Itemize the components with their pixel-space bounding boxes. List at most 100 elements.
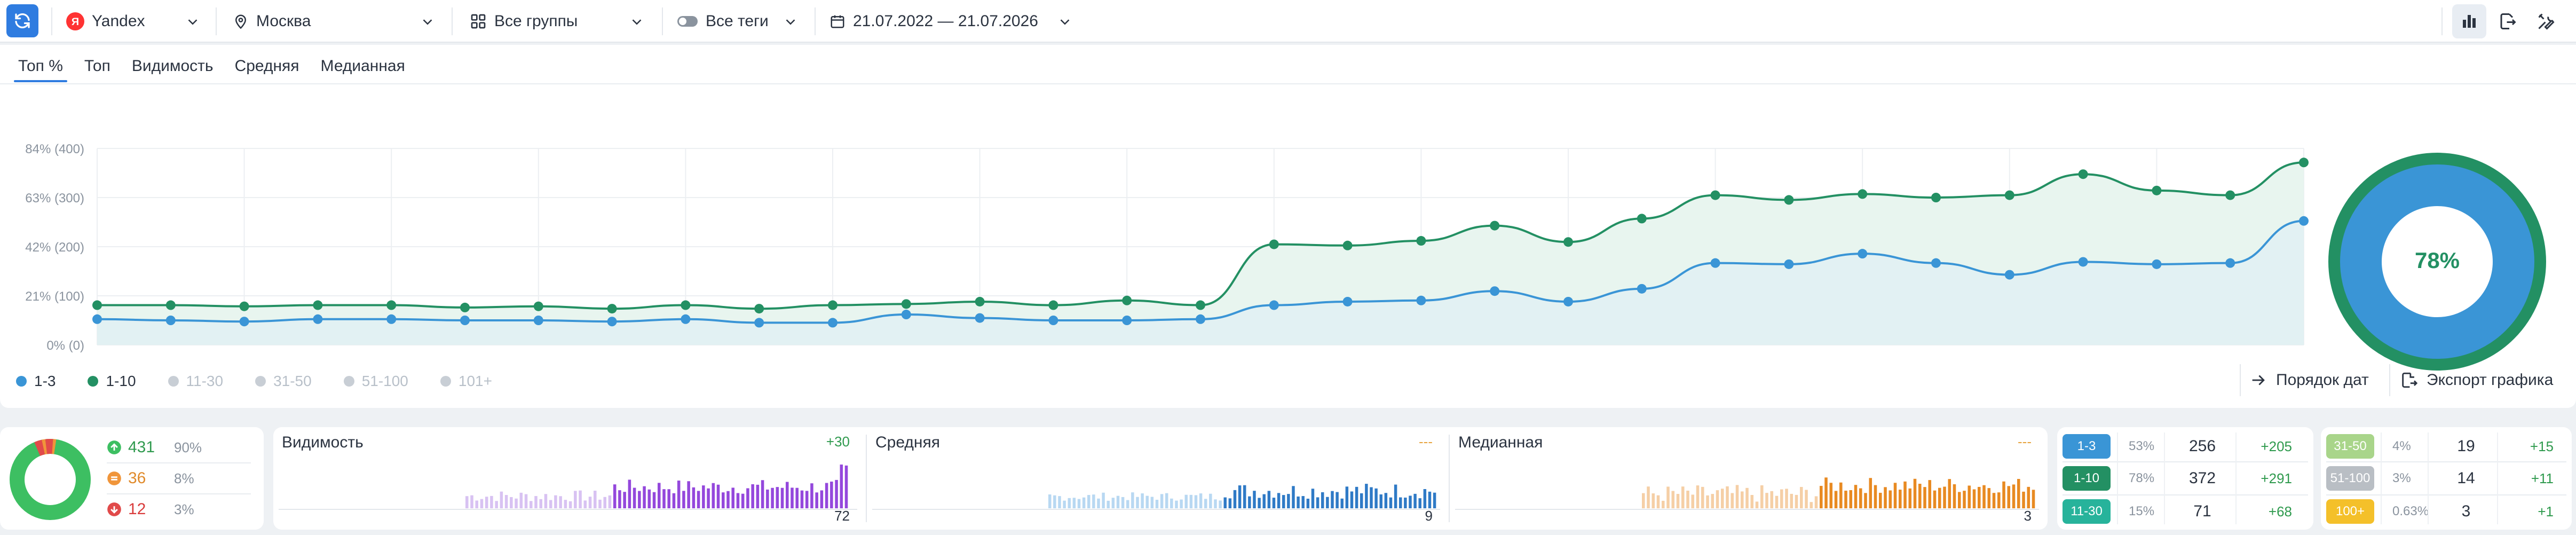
positions-card-left: 1-3 53% 256 +205 1-10 78% 372 +291 11-30…	[2057, 427, 2313, 530]
chevron-down-icon[interactable]	[185, 14, 201, 33]
data-point[interactable]	[2225, 190, 2235, 200]
data-point[interactable]	[460, 316, 470, 325]
tab-visibility[interactable]: Видимость	[131, 57, 214, 75]
data-point[interactable]	[1563, 296, 1573, 306]
chevron-down-icon[interactable]	[783, 14, 799, 33]
data-point[interactable]	[2299, 216, 2309, 226]
spark-bar	[1760, 485, 1764, 508]
data-point[interactable]	[901, 310, 911, 320]
data-point[interactable]	[1196, 314, 1205, 324]
data-point[interactable]	[1196, 300, 1205, 310]
data-point[interactable]	[239, 301, 249, 311]
visibility-mini-chart[interactable]: Видимость +30 72	[273, 427, 866, 530]
position-row[interactable]: 51-100 3% 14 +11	[2326, 462, 2566, 494]
refresh-button[interactable]	[6, 4, 38, 37]
position-row[interactable]: 1-10 78% 372 +291	[2063, 462, 2308, 494]
data-point[interactable]	[2299, 158, 2309, 168]
legend-item[interactable]: 31-50	[255, 373, 312, 390]
data-point[interactable]	[828, 318, 837, 328]
legend-item[interactable]: 1-3	[16, 373, 56, 390]
data-point[interactable]	[1269, 300, 1279, 310]
data-point[interactable]	[1931, 193, 1941, 202]
data-point[interactable]	[1342, 296, 1353, 306]
export-button[interactable]	[2491, 4, 2525, 38]
median-mini-chart[interactable]: Медианная --- 3	[1450, 427, 2048, 530]
data-point[interactable]	[313, 314, 323, 324]
data-point[interactable]	[1710, 190, 1720, 200]
data-point[interactable]	[681, 314, 691, 324]
data-point[interactable]	[828, 300, 837, 310]
data-point[interactable]	[1563, 237, 1573, 247]
data-point[interactable]	[533, 316, 543, 325]
data-point[interactable]	[1710, 258, 1720, 268]
chevron-down-icon[interactable]	[629, 14, 645, 33]
data-point[interactable]	[1637, 214, 1647, 224]
data-point[interactable]	[975, 313, 985, 323]
data-point[interactable]	[460, 302, 470, 312]
data-point[interactable]	[1784, 195, 1794, 205]
data-point[interactable]	[2004, 270, 2014, 280]
data-point[interactable]	[1784, 259, 1794, 269]
data-point[interactable]	[533, 301, 543, 311]
data-point[interactable]	[92, 300, 102, 310]
data-point[interactable]	[607, 317, 617, 327]
position-row[interactable]: 1-3 53% 256 +205	[2063, 430, 2308, 462]
data-point[interactable]	[1122, 316, 1132, 325]
legend-item[interactable]: 51-100	[343, 373, 408, 390]
data-point[interactable]	[386, 300, 397, 310]
data-point[interactable]	[165, 316, 176, 325]
data-point[interactable]	[975, 296, 985, 306]
position-row[interactable]: 11-30 15% 71 +68	[2063, 495, 2308, 528]
data-point[interactable]	[1931, 258, 1941, 268]
legend-item[interactable]: 101+	[440, 373, 492, 390]
data-point[interactable]	[1269, 239, 1279, 249]
data-point[interactable]	[1858, 189, 1868, 199]
data-point[interactable]	[754, 304, 764, 314]
data-point[interactable]	[2078, 257, 2088, 267]
region-select[interactable]: Москва	[233, 0, 311, 43]
date-order-button[interactable]: Порядок дат	[2249, 364, 2369, 396]
data-point[interactable]	[2004, 190, 2014, 200]
data-point[interactable]	[1122, 295, 1132, 305]
tab-top[interactable]: Топ	[84, 57, 110, 75]
data-point[interactable]	[2078, 169, 2088, 179]
data-point[interactable]	[1637, 284, 1647, 294]
date-range-select[interactable]: 21.07.2022 — 21.07.2026	[829, 0, 1038, 43]
data-point[interactable]	[2152, 259, 2162, 269]
export-chart-button[interactable]: Экспорт графика	[2400, 364, 2553, 396]
data-point[interactable]	[1342, 240, 1353, 250]
groups-select[interactable]: Все группы	[470, 0, 578, 43]
tab-top-percent[interactable]: Топ %	[7, 50, 74, 82]
data-point[interactable]	[2225, 258, 2235, 268]
legend-item[interactable]: 1-10	[88, 373, 136, 390]
average-mini-chart[interactable]: Средняя --- 9	[867, 427, 1449, 530]
data-point[interactable]	[313, 300, 323, 310]
chart-view-button[interactable]	[2452, 4, 2486, 38]
data-point[interactable]	[1858, 249, 1868, 259]
data-point[interactable]	[2152, 185, 2162, 195]
tab-average[interactable]: Средняя	[234, 57, 299, 75]
legend-item[interactable]: 11-30	[168, 373, 223, 390]
chevron-down-icon[interactable]	[420, 14, 436, 33]
data-point[interactable]	[1048, 300, 1058, 310]
chevron-down-icon[interactable]	[1057, 14, 1073, 33]
tab-median[interactable]: Медианная	[320, 57, 405, 75]
tools-button[interactable]	[2529, 4, 2563, 38]
data-point[interactable]	[901, 299, 911, 309]
data-point[interactable]	[92, 314, 102, 324]
data-point[interactable]	[239, 317, 249, 327]
data-point[interactable]	[1416, 236, 1426, 246]
tags-select[interactable]: Все теги	[677, 0, 769, 43]
data-point[interactable]	[165, 300, 176, 310]
data-point[interactable]	[1048, 316, 1058, 325]
data-point[interactable]	[1490, 221, 1500, 231]
engine-select[interactable]: Я Yandex	[66, 0, 145, 43]
data-point[interactable]	[1490, 286, 1500, 296]
data-point[interactable]	[754, 318, 764, 328]
data-point[interactable]	[681, 300, 691, 310]
position-row[interactable]: 31-50 4% 19 +15	[2326, 430, 2566, 462]
position-row[interactable]: 100+ 0.63% 3 +1	[2326, 495, 2566, 528]
data-point[interactable]	[1416, 295, 1426, 305]
data-point[interactable]	[386, 314, 397, 324]
data-point[interactable]	[607, 304, 617, 314]
